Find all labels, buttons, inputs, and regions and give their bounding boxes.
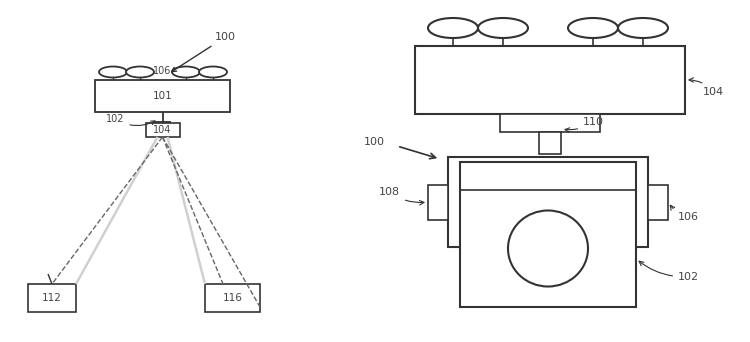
Bar (448, 157, 648, 247)
Bar (205, 284, 260, 312)
Text: 100: 100 (364, 137, 385, 147)
Text: 104: 104 (689, 78, 724, 97)
Ellipse shape (568, 18, 618, 38)
Bar (146, 123, 179, 137)
Bar (428, 184, 448, 220)
Text: 101: 101 (153, 91, 173, 101)
Text: 108: 108 (379, 187, 424, 205)
Bar (500, 114, 600, 132)
Ellipse shape (99, 66, 127, 78)
Text: 104: 104 (153, 125, 172, 135)
Text: 116: 116 (223, 293, 242, 303)
Text: 102: 102 (106, 114, 155, 126)
Ellipse shape (428, 18, 478, 38)
Bar (539, 132, 561, 154)
Text: 106: 106 (670, 205, 699, 222)
Text: 110: 110 (565, 117, 604, 132)
Ellipse shape (508, 210, 588, 287)
Text: 106: 106 (153, 66, 171, 76)
Bar (648, 184, 668, 220)
Text: 112: 112 (42, 293, 62, 303)
Text: 102: 102 (639, 261, 699, 282)
Bar (95, 80, 230, 112)
Ellipse shape (618, 18, 668, 38)
Bar (415, 46, 685, 114)
Ellipse shape (199, 66, 227, 78)
Ellipse shape (172, 66, 200, 78)
Text: 100: 100 (172, 32, 236, 72)
Bar (460, 162, 636, 307)
Bar (28, 284, 76, 312)
Ellipse shape (126, 66, 154, 78)
Ellipse shape (478, 18, 528, 38)
